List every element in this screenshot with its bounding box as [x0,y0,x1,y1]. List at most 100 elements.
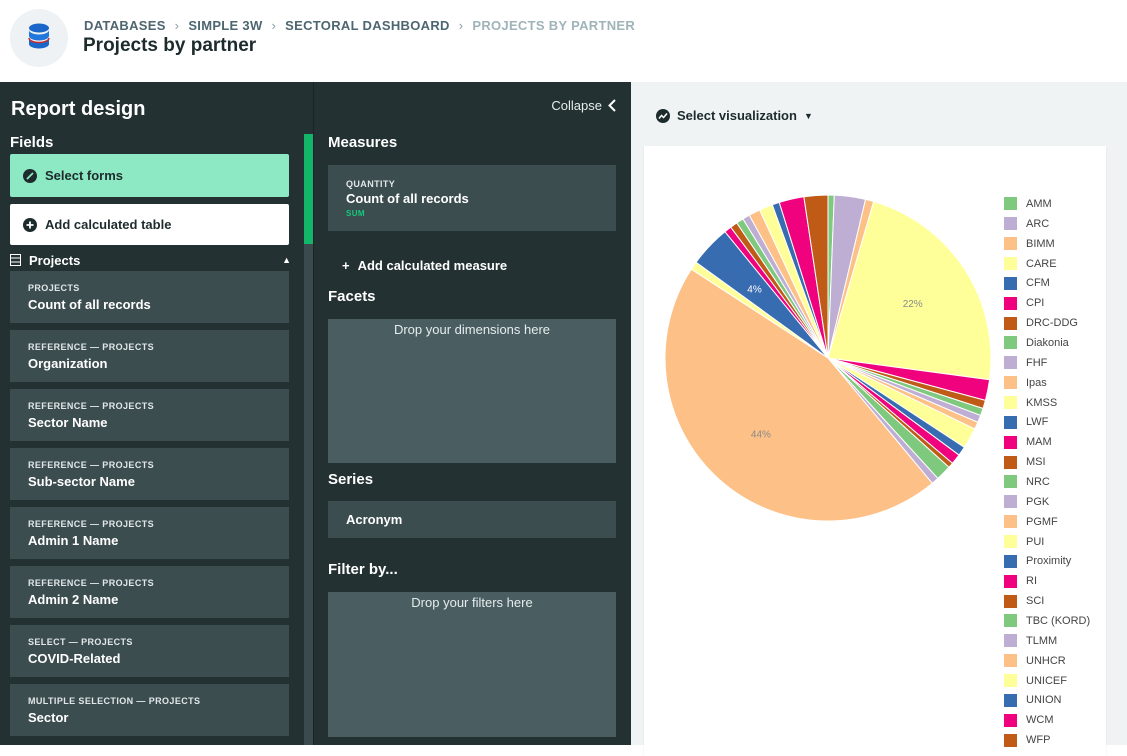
legend-label: SCI [1026,595,1045,608]
field-admin-2-name[interactable]: REFERENCE — PROJECTS Admin 2 Name [10,566,289,618]
series-acronym[interactable]: Acronym [328,501,616,538]
facets-drop-label: Drop your dimensions here [393,322,551,337]
legend-swatch [1004,594,1017,608]
legend-item[interactable]: Diakonia [1004,333,1104,353]
legend-item[interactable]: NRC [1004,472,1104,492]
legend-item[interactable]: WFP [1004,730,1104,750]
pie-slice-unhcr[interactable] [664,268,933,522]
add-calculated-measure-button[interactable]: + Add calculated measure [342,258,507,273]
legend-swatch [1004,733,1017,747]
legend-item[interactable]: LWF [1004,412,1104,432]
filter-drop-zone[interactable]: Drop your filters here [328,592,616,737]
caret-up-icon[interactable]: ▲ [282,255,291,265]
legend-swatch [1004,693,1017,707]
field-name: Admin 2 Name [28,592,119,607]
legend-item[interactable]: DRC-DDG [1004,313,1104,333]
chevron-right-icon: › [271,18,277,33]
facets-drop-zone[interactable]: Drop your dimensions here [328,319,616,463]
legend-item[interactable]: Ipas [1004,373,1104,393]
configuration-panel: Collapse Measures QUANTITY Count of all … [313,82,631,745]
legend-item[interactable]: BIMM [1004,234,1104,254]
legend-item[interactable]: UNICEF [1004,671,1104,691]
legend-item[interactable]: FHF [1004,353,1104,373]
add-calculated-measure-label: Add calculated measure [357,258,508,273]
measure-aggregation[interactable]: SUM [346,209,365,218]
pie-slice-wfp[interactable] [803,194,829,359]
legend-swatch [1004,356,1017,370]
legend-item[interactable]: AMM [1004,194,1104,214]
legend-label: BIMM [1026,237,1055,250]
filter-title: Filter by... [328,561,398,578]
legend-item[interactable]: PGK [1004,492,1104,512]
legend-label: Diakonia [1026,336,1069,349]
legend-label: UNION [1026,694,1062,707]
plus-icon: + [342,258,350,273]
pie-slice-percent-label: 22% [903,299,923,310]
legend-item[interactable]: MAM [1004,432,1104,452]
legend-item[interactable]: MSI [1004,452,1104,472]
field-covid-related[interactable]: SELECT — PROJECTS COVID-Related [10,625,289,677]
legend-swatch [1004,257,1017,270]
breadcrumb-databases[interactable]: DATABASES [84,18,166,33]
breadcrumb-simple-3w[interactable]: SIMPLE 3W [188,18,263,33]
legend-item[interactable]: TLMM [1004,631,1104,651]
field-organization[interactable]: REFERENCE — PROJECTS Organization [10,330,289,382]
legend-item[interactable]: SCI [1004,591,1104,611]
legend-item[interactable]: KMSS [1004,393,1104,413]
collapse-button[interactable]: Collapse [551,98,616,113]
legend-item[interactable]: Proximity [1004,551,1104,571]
legend-label: MSI [1026,456,1046,469]
legend-item[interactable]: WCM [1004,710,1104,730]
facets-title: Facets [328,288,376,305]
measure-kind: QUANTITY [346,179,396,189]
fields-scrollbar-track[interactable] [304,134,313,745]
add-calculated-table-button[interactable]: Add calculated table [10,204,289,245]
pie-slice-percent-label: 44% [751,430,771,441]
legend-label: ARC [1026,217,1050,230]
field-sector[interactable]: MULTIPLE SELECTION — PROJECTS Sector [10,684,289,736]
report-design-panel: Report design Fields Select forms Add ca… [0,82,313,745]
field-count-of-all-records[interactable]: PROJECTS Count of all records [10,271,289,323]
series-item-label: Acronym [346,512,403,527]
pie-slice-care[interactable] [827,200,992,381]
field-name: Sector [28,710,69,725]
field-kind: REFERENCE — PROJECTS [28,519,155,529]
legend-label: AMM [1026,197,1052,210]
legend-item[interactable]: PUI [1004,532,1104,552]
select-forms-button[interactable]: Select forms [10,154,289,197]
legend-item[interactable]: ARC [1004,214,1104,234]
select-visualization-dropdown[interactable]: Select visualization ▼ [656,108,813,123]
fields-scrollbar-thumb[interactable] [304,134,313,244]
legend-label: KMSS [1026,396,1058,409]
legend-item[interactable]: PGMF [1004,512,1104,532]
legend-item[interactable]: CFM [1004,273,1104,293]
plus-circle-icon [23,217,37,232]
field-sector-name[interactable]: REFERENCE — PROJECTS Sector Name [10,389,289,441]
legend-swatch [1004,654,1017,668]
legend-label: DRC-DDG [1026,317,1078,330]
legend-item[interactable]: CPI [1004,293,1104,313]
field-name: Count of all records [28,297,151,312]
legend-swatch [1004,614,1017,628]
breadcrumb-sectoral-dashboard[interactable]: SECTORAL DASHBOARD [285,18,450,33]
field-admin-1-name[interactable]: REFERENCE — PROJECTS Admin 1 Name [10,507,289,559]
projects-section-header[interactable]: Projects ▲ [10,251,291,269]
measure-count-of-all-records[interactable]: QUANTITY Count of all records SUM [328,165,616,231]
projects-section-label: Projects [29,252,81,268]
legend-label: CPI [1026,297,1045,310]
legend-swatch [1004,475,1017,489]
field-sub-sector-name[interactable]: REFERENCE — PROJECTS Sub-sector Name [10,448,289,500]
legend-swatch [1004,237,1017,251]
legend-item[interactable]: CARE [1004,254,1104,274]
legend-swatch [1004,713,1017,727]
legend-item[interactable]: TBC (KORD) [1004,611,1104,631]
legend-item[interactable]: UNHCR [1004,651,1104,671]
legend-swatch [1004,435,1017,449]
chart-legend: AMM ARC BIMM CARE CFM CPI DRC-DDG Diakonia FHF Ip… [1004,194,1104,750]
legend-label: NRC [1026,475,1050,488]
legend-item[interactable]: RI [1004,571,1104,591]
field-name: Sector Name [28,415,108,430]
legend-swatch [1004,197,1017,211]
legend-item[interactable]: UNION [1004,690,1104,710]
series-title: Series [328,471,374,488]
